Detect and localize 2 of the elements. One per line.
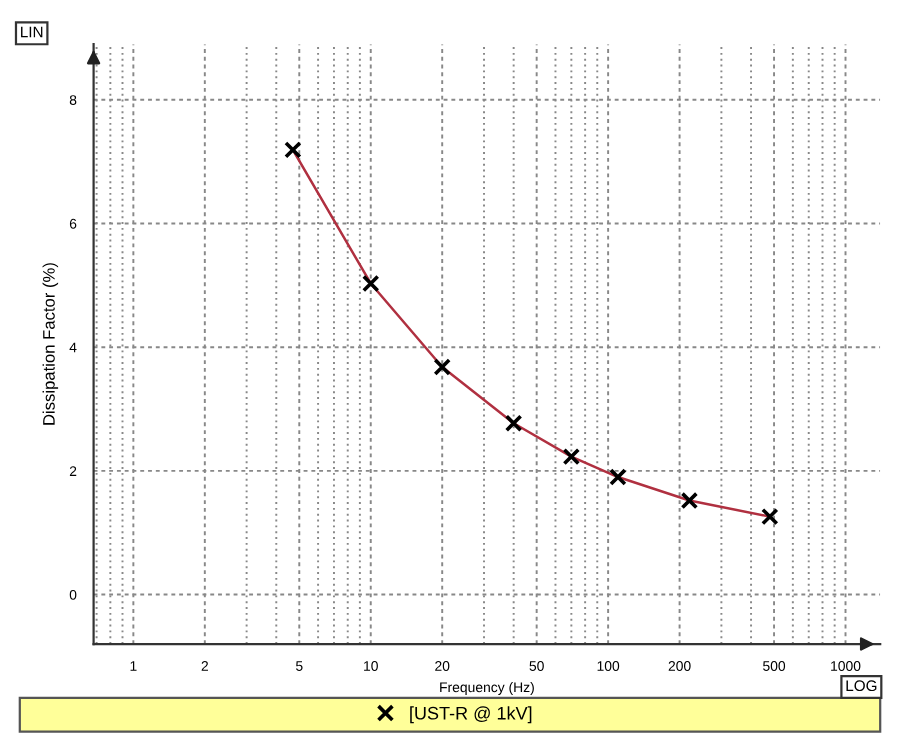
legend-label: [UST-R @ 1kV] xyxy=(410,706,532,724)
y-axis-title: Dissipation Factor (%) xyxy=(42,263,59,425)
